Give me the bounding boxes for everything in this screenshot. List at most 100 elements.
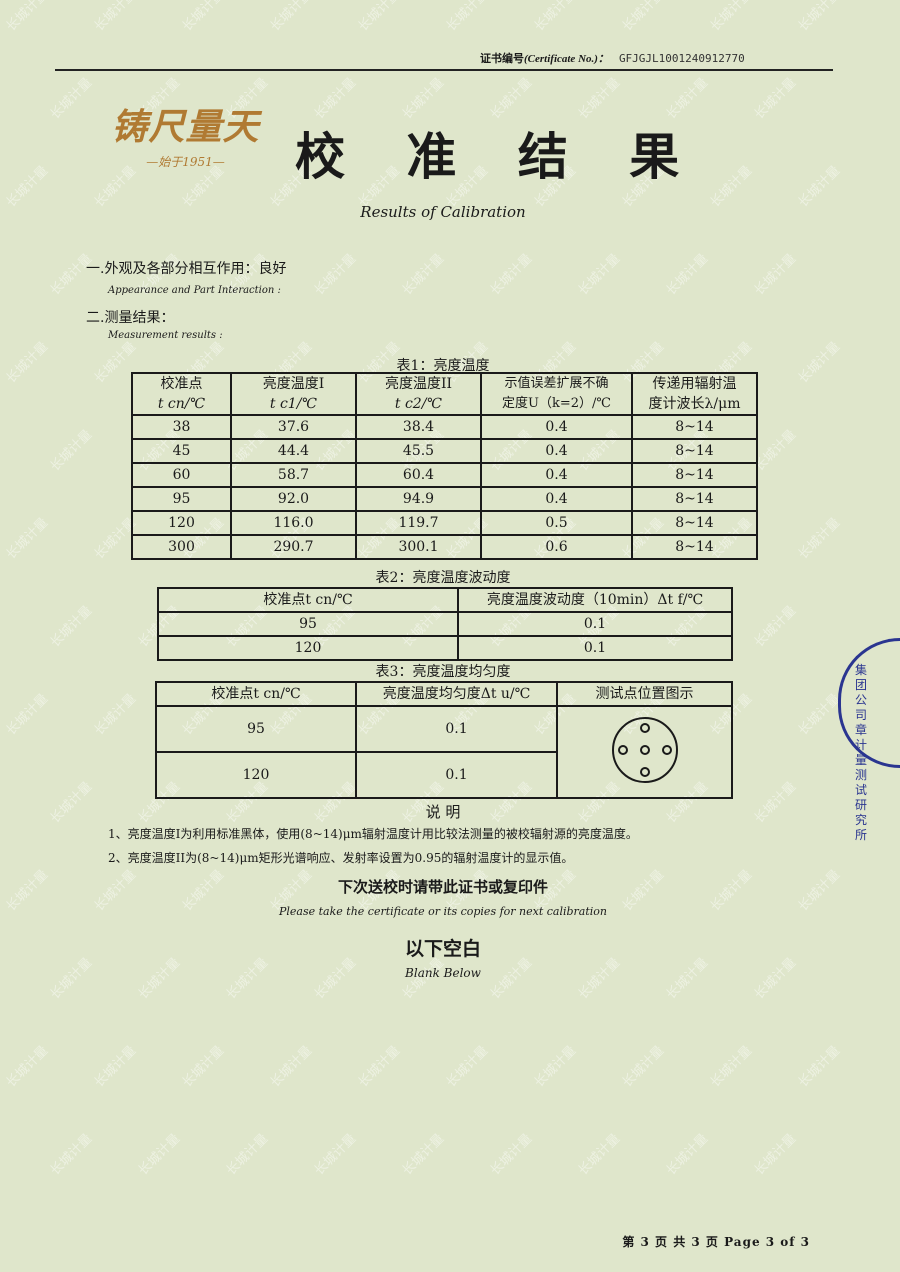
table2-caption: 表2：亮度温度波动度 [375,570,511,586]
logo-text: 铸尺量天 [111,106,260,148]
table3: 校准点t cn/℃ 亮度温度均匀度Δt u/℃ 测试点位置图示 95 0.1 120 0… [155,681,733,799]
table3-header-cell: 校准点t cn/℃ [155,681,357,707]
header-line: t c2/℃ [394,396,443,412]
watermark-text: 长城计量 [223,1131,272,1179]
watermark-text: 长城计量 [311,1131,360,1179]
watermark-text: 长城计量 [3,515,52,563]
watermark-text: 长城计量 [751,603,800,651]
table-cell: 120 [155,751,357,799]
table1-caption: 表1：亮度温度 [396,358,490,374]
table-row: 60 58.7 60.4 0.4 8~14 [131,462,758,488]
watermark-text: 长城计量 [355,1043,404,1091]
note-1: 1、亮度温度I为利用标准黑体，使用(8~14)μm辐射温度计用比较法测量的被校辐… [108,827,638,841]
table-cell: 0.4 [480,438,633,464]
watermark-text: 长城计量 [267,0,316,35]
watermark-text: 长城计量 [619,1043,668,1091]
watermark-text: 长城计量 [91,691,140,739]
watermark-text: 长城计量 [663,1131,712,1179]
table-cell: 0.1 [355,705,558,753]
table3-caption: 表3：亮度温度均匀度 [375,664,511,680]
table2-header: 校准点t cn/℃ 亮度温度波动度（10min）Δt f/℃ [157,587,733,613]
watermark-text: 长城计量 [399,251,448,299]
watermark-text: 长城计量 [179,0,228,35]
watermark-text: 长城计量 [91,0,140,35]
header-line: t c1/℃ [269,396,318,412]
watermark-text: 长城计量 [795,515,844,563]
table1-header-cell: 传递用辐射温 度计波长λ/μm [631,372,758,416]
table-cell: 92.0 [230,486,357,512]
table-cell: 290.7 [230,534,357,560]
watermark-text: 长城计量 [751,251,800,299]
table-cell: 120 [131,510,232,536]
table-row: 95 0.1 [155,705,733,799]
cert-label-cn: 证书编号 [480,52,524,65]
table-cell: 45 [131,438,232,464]
watermark-text: 长城计量 [47,427,96,475]
table-cell: 8~14 [631,510,758,536]
table-row: 95 0.1 [157,611,733,637]
watermark-text: 长城计量 [663,251,712,299]
watermark-text: 长城计量 [91,1043,140,1091]
watermark-text: 长城计量 [487,1131,536,1179]
notes-title: 说 明 [425,803,461,821]
table1-header-cell: 示值误差扩展不确 定度U（k=2）/℃ [480,372,633,416]
watermark-text: 长城计量 [443,0,492,35]
watermark-text: 长城计量 [795,691,844,739]
watermark-text: 长城计量 [795,1043,844,1091]
table-cell: 8~14 [631,534,758,560]
watermark-text: 长城计量 [311,75,360,123]
table-cell: 300 [131,534,232,560]
table-cell: 60 [131,462,232,488]
page-footer: 第 3 页 共 3 页 Page 3 of 3 [622,1235,810,1249]
header-line: 定度U（k=2）/℃ [502,396,611,411]
watermark-text: 长城计量 [3,0,52,35]
table-cell: 38.4 [355,414,482,440]
table-cell: 60.4 [355,462,482,488]
watermark-text: 长城计量 [707,0,756,35]
table-cell: 58.7 [230,462,357,488]
table1-header: 校准点 t cn/℃ 亮度温度I t c1/℃ 亮度温度II t c2/℃ 示值误差扩… [131,372,758,416]
page-title: 校 准 结 果 [295,128,702,186]
table-cell: 0.1 [355,751,558,799]
table2-header-cell: 亮度温度波动度（10min）Δt f/℃ [457,587,733,613]
table-cell: 94.9 [355,486,482,512]
table-cell: 0.6 [480,534,633,560]
table-cell: 45.5 [355,438,482,464]
table-cell: 0.1 [457,611,733,637]
watermark-text: 长城计量 [3,691,52,739]
section1-title: 一.外观及各部分相互作用：良好 [86,261,287,277]
table-row: 95 92.0 94.9 0.4 8~14 [131,486,758,512]
watermark-text: 长城计量 [355,0,404,35]
table-cell: 0.4 [480,486,633,512]
table-row: 120 116.0 119.7 0.5 8~14 [131,510,758,536]
header-line: 示值误差扩展不确 [504,376,609,391]
header-line: 校准点 [160,376,203,392]
table-row: 120 0.1 [155,751,732,799]
header-rule [55,69,833,71]
section2-title: 二.测量结果： [86,310,175,326]
watermark-text: 长城计量 [267,1043,316,1091]
table-cell: 0.4 [480,462,633,488]
table1-header-cell: 亮度温度I t c1/℃ [230,372,357,416]
cert-no-value: GFJGJL1001240912770 [618,52,745,65]
watermark-text: 长城计量 [135,1131,184,1179]
header-line: 亮度温度II [384,376,453,392]
header-line: t cn/℃ [157,396,206,412]
watermark-text: 长城计量 [47,1131,96,1179]
next-calibration-cn: 下次送校时请带此证书或复印件 [337,878,548,896]
table-cell: 116.0 [230,510,357,536]
watermark-text: 长城计量 [531,0,580,35]
watermark-text: 长城计量 [487,251,536,299]
table-cell: 119.7 [355,510,482,536]
table-cell: 8~14 [631,414,758,440]
page-subtitle: Results of Calibration [360,203,526,221]
watermark-text: 长城计量 [751,1131,800,1179]
watermark-text: 长城计量 [399,1131,448,1179]
table1-header-cell: 校准点 t cn/℃ [131,372,232,416]
table-cell: 300.1 [355,534,482,560]
company-logo: 铸尺量天 —始于1951— [98,105,273,180]
table-cell: 0.4 [480,414,633,440]
table-row: 120 0.1 [157,635,733,661]
table-cell: 0.1 [457,635,733,661]
table3-header-cell: 亮度温度均匀度Δt u/℃ [355,681,558,707]
